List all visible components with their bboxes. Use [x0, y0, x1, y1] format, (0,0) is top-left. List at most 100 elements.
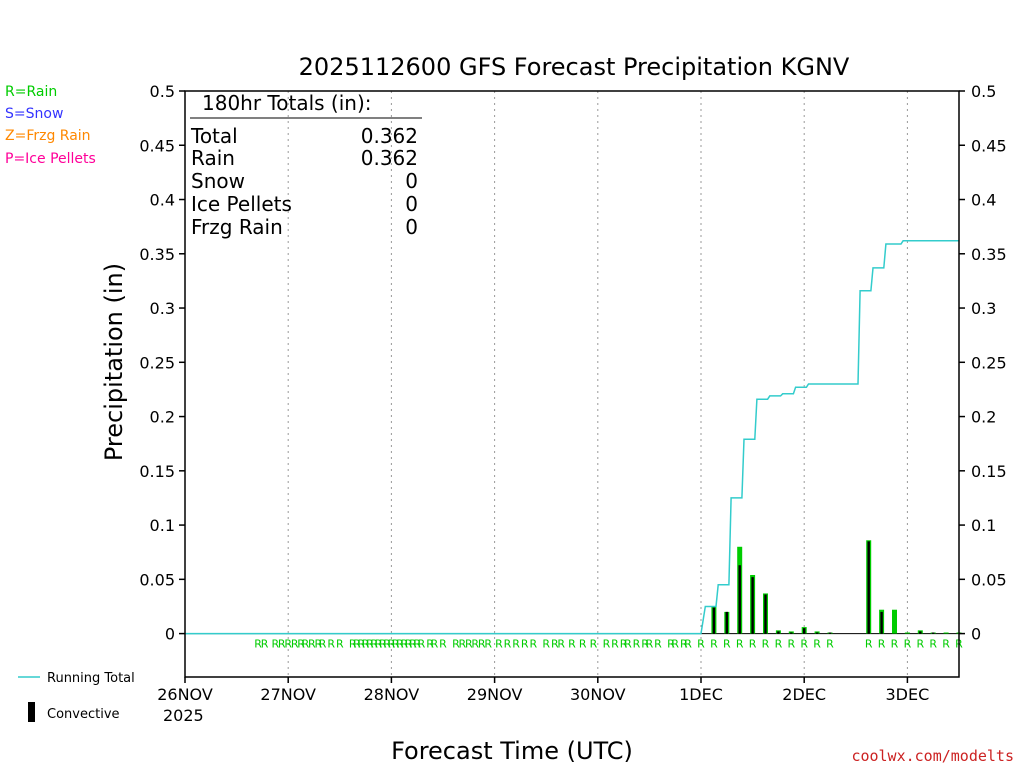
precip-type-marker: R [671, 637, 679, 650]
totals-label-total: Total [190, 124, 238, 148]
precip-type-marker: R [542, 637, 550, 650]
precip-type-marker: R [336, 637, 344, 650]
precip-type-marker: R [641, 637, 649, 650]
y-axis-label: Precipitation (in) [100, 263, 128, 461]
precip-type-marker: R [291, 637, 299, 650]
y-tick-label: 0.3 [150, 299, 175, 318]
chart-title: 2025112600 GFS Forecast Precipitation KG… [299, 53, 850, 81]
precip-type-marker: R [418, 637, 426, 650]
precip-type-marker: R [603, 637, 611, 650]
convective-legend-label: Convective [47, 707, 120, 722]
precip-bar [892, 609, 897, 634]
precip-type-marker: R [787, 637, 795, 650]
precip-type-marker: R [366, 637, 374, 650]
convective-bar [764, 594, 767, 634]
precip-type-marker: R [308, 637, 316, 650]
precip-type-marker: R [916, 637, 924, 650]
y-tick-label: 0.5 [150, 82, 175, 101]
x-tick-label: 1DEC [679, 685, 723, 704]
precip-bar [943, 632, 949, 634]
y-tick-label: 0.1 [150, 516, 175, 535]
precip-type-marker: R [284, 637, 292, 650]
convective-bar [751, 577, 754, 634]
precip-type-marker: R [297, 637, 305, 650]
year-label: 2025 [163, 706, 204, 725]
watermark: coolwx.com/modelts [851, 747, 1014, 765]
x-axis: 26NOV 27NOV 28NOV 29NOV 30NOV 1DEC 2DEC 3DEC [157, 677, 929, 704]
precip-type-marker: R [383, 637, 391, 650]
running-total-line [185, 240, 959, 635]
y-tick-label-right: 0 [971, 625, 981, 644]
y-tick-label-right: 0.35 [971, 245, 1007, 264]
precip-type-marker: R [375, 637, 383, 650]
precip-type-marker: R [278, 637, 286, 650]
precip-type-marker: R [878, 637, 886, 650]
precip-type-marker: R [529, 637, 537, 650]
y-axis-left: 0 0.05 0.1 0.15 0.2 0.25 0.3 0.35 0.4 0.45 0.5 [139, 82, 185, 644]
convective-bar [880, 611, 883, 634]
x-axis-label: Forecast Time (UTC) [391, 737, 633, 765]
precip-type-marker: R [929, 637, 937, 650]
convective-bar [725, 611, 728, 634]
y-tick-label: 0.35 [139, 245, 175, 264]
y-tick-label-right: 0.1 [971, 516, 996, 535]
precip-type-marker: R [409, 637, 417, 650]
y-tick-label-right: 0.2 [971, 408, 996, 427]
precip-type-marker: R [512, 637, 520, 650]
precip-type-marker: R [611, 637, 619, 650]
precip-type-marker: R [392, 637, 400, 650]
precip-type-marker: R [800, 637, 808, 650]
y-tick-label: 0.45 [139, 136, 175, 155]
precip-type-marker: R [723, 637, 731, 650]
precip-type-marker: R [426, 637, 434, 650]
precip-type-marker: R [891, 637, 899, 650]
precip-type-marker: R [261, 637, 269, 650]
precip-type-marker: R [736, 637, 744, 650]
precip-type-marker: R [762, 637, 770, 650]
x-tick-label: 27NOV [260, 685, 316, 704]
precip-type-marker: R [254, 637, 262, 650]
totals-box: 180hr Totals (in): Total 0.362 Rain 0.36… [190, 91, 422, 239]
legend-snow: S=Snow [5, 106, 63, 122]
precip-type-marker: R [400, 637, 408, 650]
precip-type-marker: R [357, 637, 365, 650]
y-tick-label-right: 0.45 [971, 136, 1007, 155]
y-tick-label: 0.05 [139, 570, 175, 589]
convective-legend-swatch [28, 702, 35, 722]
precip-type-marker: R [865, 637, 873, 650]
precip-bar [904, 632, 910, 634]
precip-type-marker: R [314, 637, 322, 650]
precip-bars [711, 540, 962, 634]
precip-type-marker: R [459, 637, 467, 650]
precip-type-marker: R [680, 637, 688, 650]
convective-bar [919, 631, 922, 634]
y-tick-label: 0 [165, 625, 175, 644]
y-tick-label-right: 0.4 [971, 191, 996, 210]
precip-type-marker: R [667, 637, 675, 650]
precip-type-marker: R [413, 637, 421, 650]
legend-rain: R=Rain [5, 84, 57, 100]
totals-value-rain: 0.362 [361, 146, 418, 170]
totals-value-frzg-rain: 0 [405, 215, 418, 239]
y-tick-label-right: 0.3 [971, 299, 996, 318]
convective-bar [828, 632, 832, 634]
totals-label-frzg-rain: Frzg Rain [191, 215, 283, 239]
precip-type-marker: R [826, 637, 834, 650]
series-legend: Running Total Convective [18, 671, 135, 722]
precip-type-marker: R [465, 637, 473, 650]
y-tick-label: 0.2 [150, 408, 175, 427]
totals-value-snow: 0 [405, 169, 418, 193]
legend-frzg-rain: Z=Frzg Rain [5, 128, 91, 144]
y-tick-label: 0.25 [139, 353, 175, 372]
convective-bar [815, 632, 819, 634]
precip-type-marker: R [471, 637, 479, 650]
totals-label-snow: Snow [191, 169, 245, 193]
precip-type-marker: R [684, 637, 692, 650]
precip-type-marker: R [452, 637, 460, 650]
precip-type-marker: R [370, 637, 378, 650]
precip-type-marker: R [775, 637, 783, 650]
legend-ice-pellets: P=Ice Pellets [5, 151, 96, 167]
precip-type-marker: R [271, 637, 279, 650]
precip-type-marker: R [568, 637, 576, 650]
